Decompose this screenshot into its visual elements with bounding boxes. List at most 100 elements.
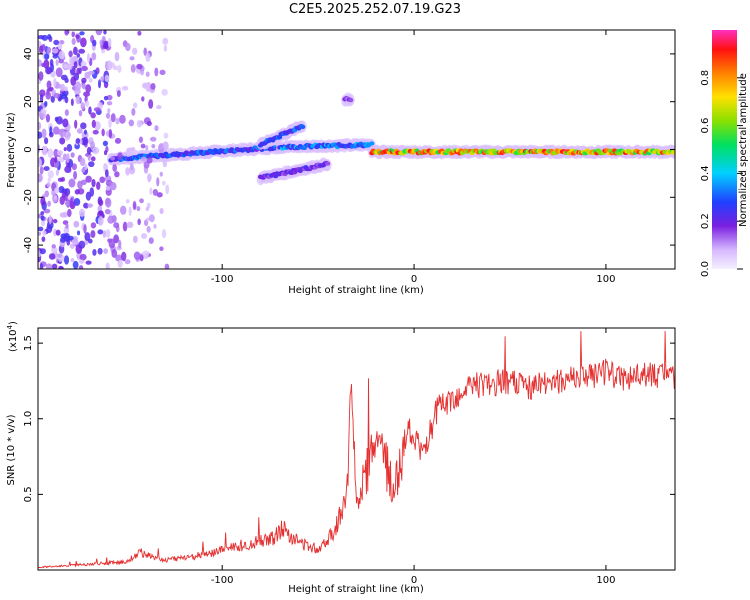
noise-blob xyxy=(76,128,83,134)
noise-blob xyxy=(90,156,96,162)
noise-blob xyxy=(53,39,60,46)
noise-blob xyxy=(64,188,71,196)
noise-blob xyxy=(81,77,87,84)
noise-blob xyxy=(130,64,136,73)
noise-blob xyxy=(122,152,127,157)
noise-blob xyxy=(78,48,86,54)
noise-blob xyxy=(132,47,138,55)
noise-blob xyxy=(103,150,108,156)
noise-blob xyxy=(88,106,92,115)
noise-blob xyxy=(159,69,166,76)
noise-blob xyxy=(43,166,50,171)
noise-blob xyxy=(103,30,107,35)
noise-blob xyxy=(92,249,97,256)
noise-blob xyxy=(78,259,85,264)
noise-blob xyxy=(46,221,54,230)
noise-blob xyxy=(145,206,150,211)
noise-blob xyxy=(38,144,41,153)
noise-blob xyxy=(82,136,89,146)
noise-blob xyxy=(74,81,82,91)
noise-blob xyxy=(117,64,122,73)
noise-blob xyxy=(41,63,45,68)
noise-blob xyxy=(117,152,123,161)
y-tick-label: 20 xyxy=(23,95,34,108)
noise-blob xyxy=(100,76,105,83)
noise-blob xyxy=(69,243,75,249)
noise-blob xyxy=(161,180,166,186)
noise-blob xyxy=(105,229,111,238)
noise-blob xyxy=(90,230,96,239)
noise-blob xyxy=(44,100,48,107)
noise-blob xyxy=(91,179,96,188)
noise-blob xyxy=(40,215,45,221)
noise-blob xyxy=(125,167,130,176)
noise-blob xyxy=(114,51,120,62)
noise-blob xyxy=(77,230,81,236)
noise-blob xyxy=(119,205,127,215)
snr-scale-label: (x104) xyxy=(6,321,19,352)
noise-blob xyxy=(83,224,87,234)
noise-blob xyxy=(132,149,139,156)
noise-blob xyxy=(156,105,162,110)
noise-blob xyxy=(112,164,118,172)
noise-blob xyxy=(105,262,110,269)
noise-blob xyxy=(129,56,135,61)
noise-blob xyxy=(44,137,49,145)
noise-blob xyxy=(83,129,88,135)
noise-blob xyxy=(47,200,51,207)
noise-blob xyxy=(53,228,57,237)
noise-blob xyxy=(86,146,92,155)
noise-blob xyxy=(136,63,143,70)
noise-blob xyxy=(71,163,77,171)
noise-blob xyxy=(49,126,53,136)
noise-blob xyxy=(39,166,44,175)
noise-blob xyxy=(71,31,75,38)
noise-blob xyxy=(41,146,47,153)
noise-blob xyxy=(52,48,59,54)
noise-blob xyxy=(80,179,87,186)
noise-blob xyxy=(55,229,61,236)
noise-blob xyxy=(110,113,116,123)
noise-blob xyxy=(117,259,123,268)
x-tick-label: -100 xyxy=(211,274,234,285)
snr-layer xyxy=(38,330,675,569)
y-tick-label: 40 xyxy=(23,48,34,61)
noise-blob xyxy=(68,178,76,188)
noise-blob xyxy=(64,77,69,84)
lower-branch-core xyxy=(325,161,331,166)
noise-blob xyxy=(129,162,134,171)
noise-blob xyxy=(125,199,130,204)
noise-blob xyxy=(84,163,88,170)
noise-blob xyxy=(159,246,164,252)
noise-blob xyxy=(91,52,97,61)
noise-blob xyxy=(107,215,115,224)
noise-blob xyxy=(39,93,44,103)
snr-scale-suffix: ) xyxy=(8,321,19,325)
noise-blob xyxy=(145,144,149,151)
noise-blob xyxy=(98,199,104,207)
noise-blob xyxy=(40,196,46,206)
noise-blob xyxy=(146,120,152,127)
noise-blob xyxy=(133,251,141,260)
noise-blob xyxy=(38,45,44,54)
noise-blob xyxy=(59,137,66,145)
noise-blob xyxy=(78,265,84,269)
noise-blob xyxy=(115,254,123,262)
noise-blob xyxy=(49,58,54,67)
noise-blob xyxy=(64,109,69,117)
noise-blob xyxy=(55,67,63,78)
noise-blob xyxy=(64,96,69,104)
noise-blob xyxy=(163,44,168,52)
noise-blob xyxy=(122,221,128,232)
noise-blob xyxy=(70,257,75,263)
noise-blob xyxy=(137,30,142,36)
noise-blob xyxy=(114,171,120,178)
noise-blob xyxy=(71,37,76,46)
noise-blob xyxy=(53,195,58,200)
noise-blob xyxy=(121,85,129,91)
noise-blob xyxy=(73,220,80,228)
noise-blob xyxy=(93,107,101,112)
noise-blob xyxy=(64,200,70,206)
noise-blob xyxy=(104,169,109,177)
